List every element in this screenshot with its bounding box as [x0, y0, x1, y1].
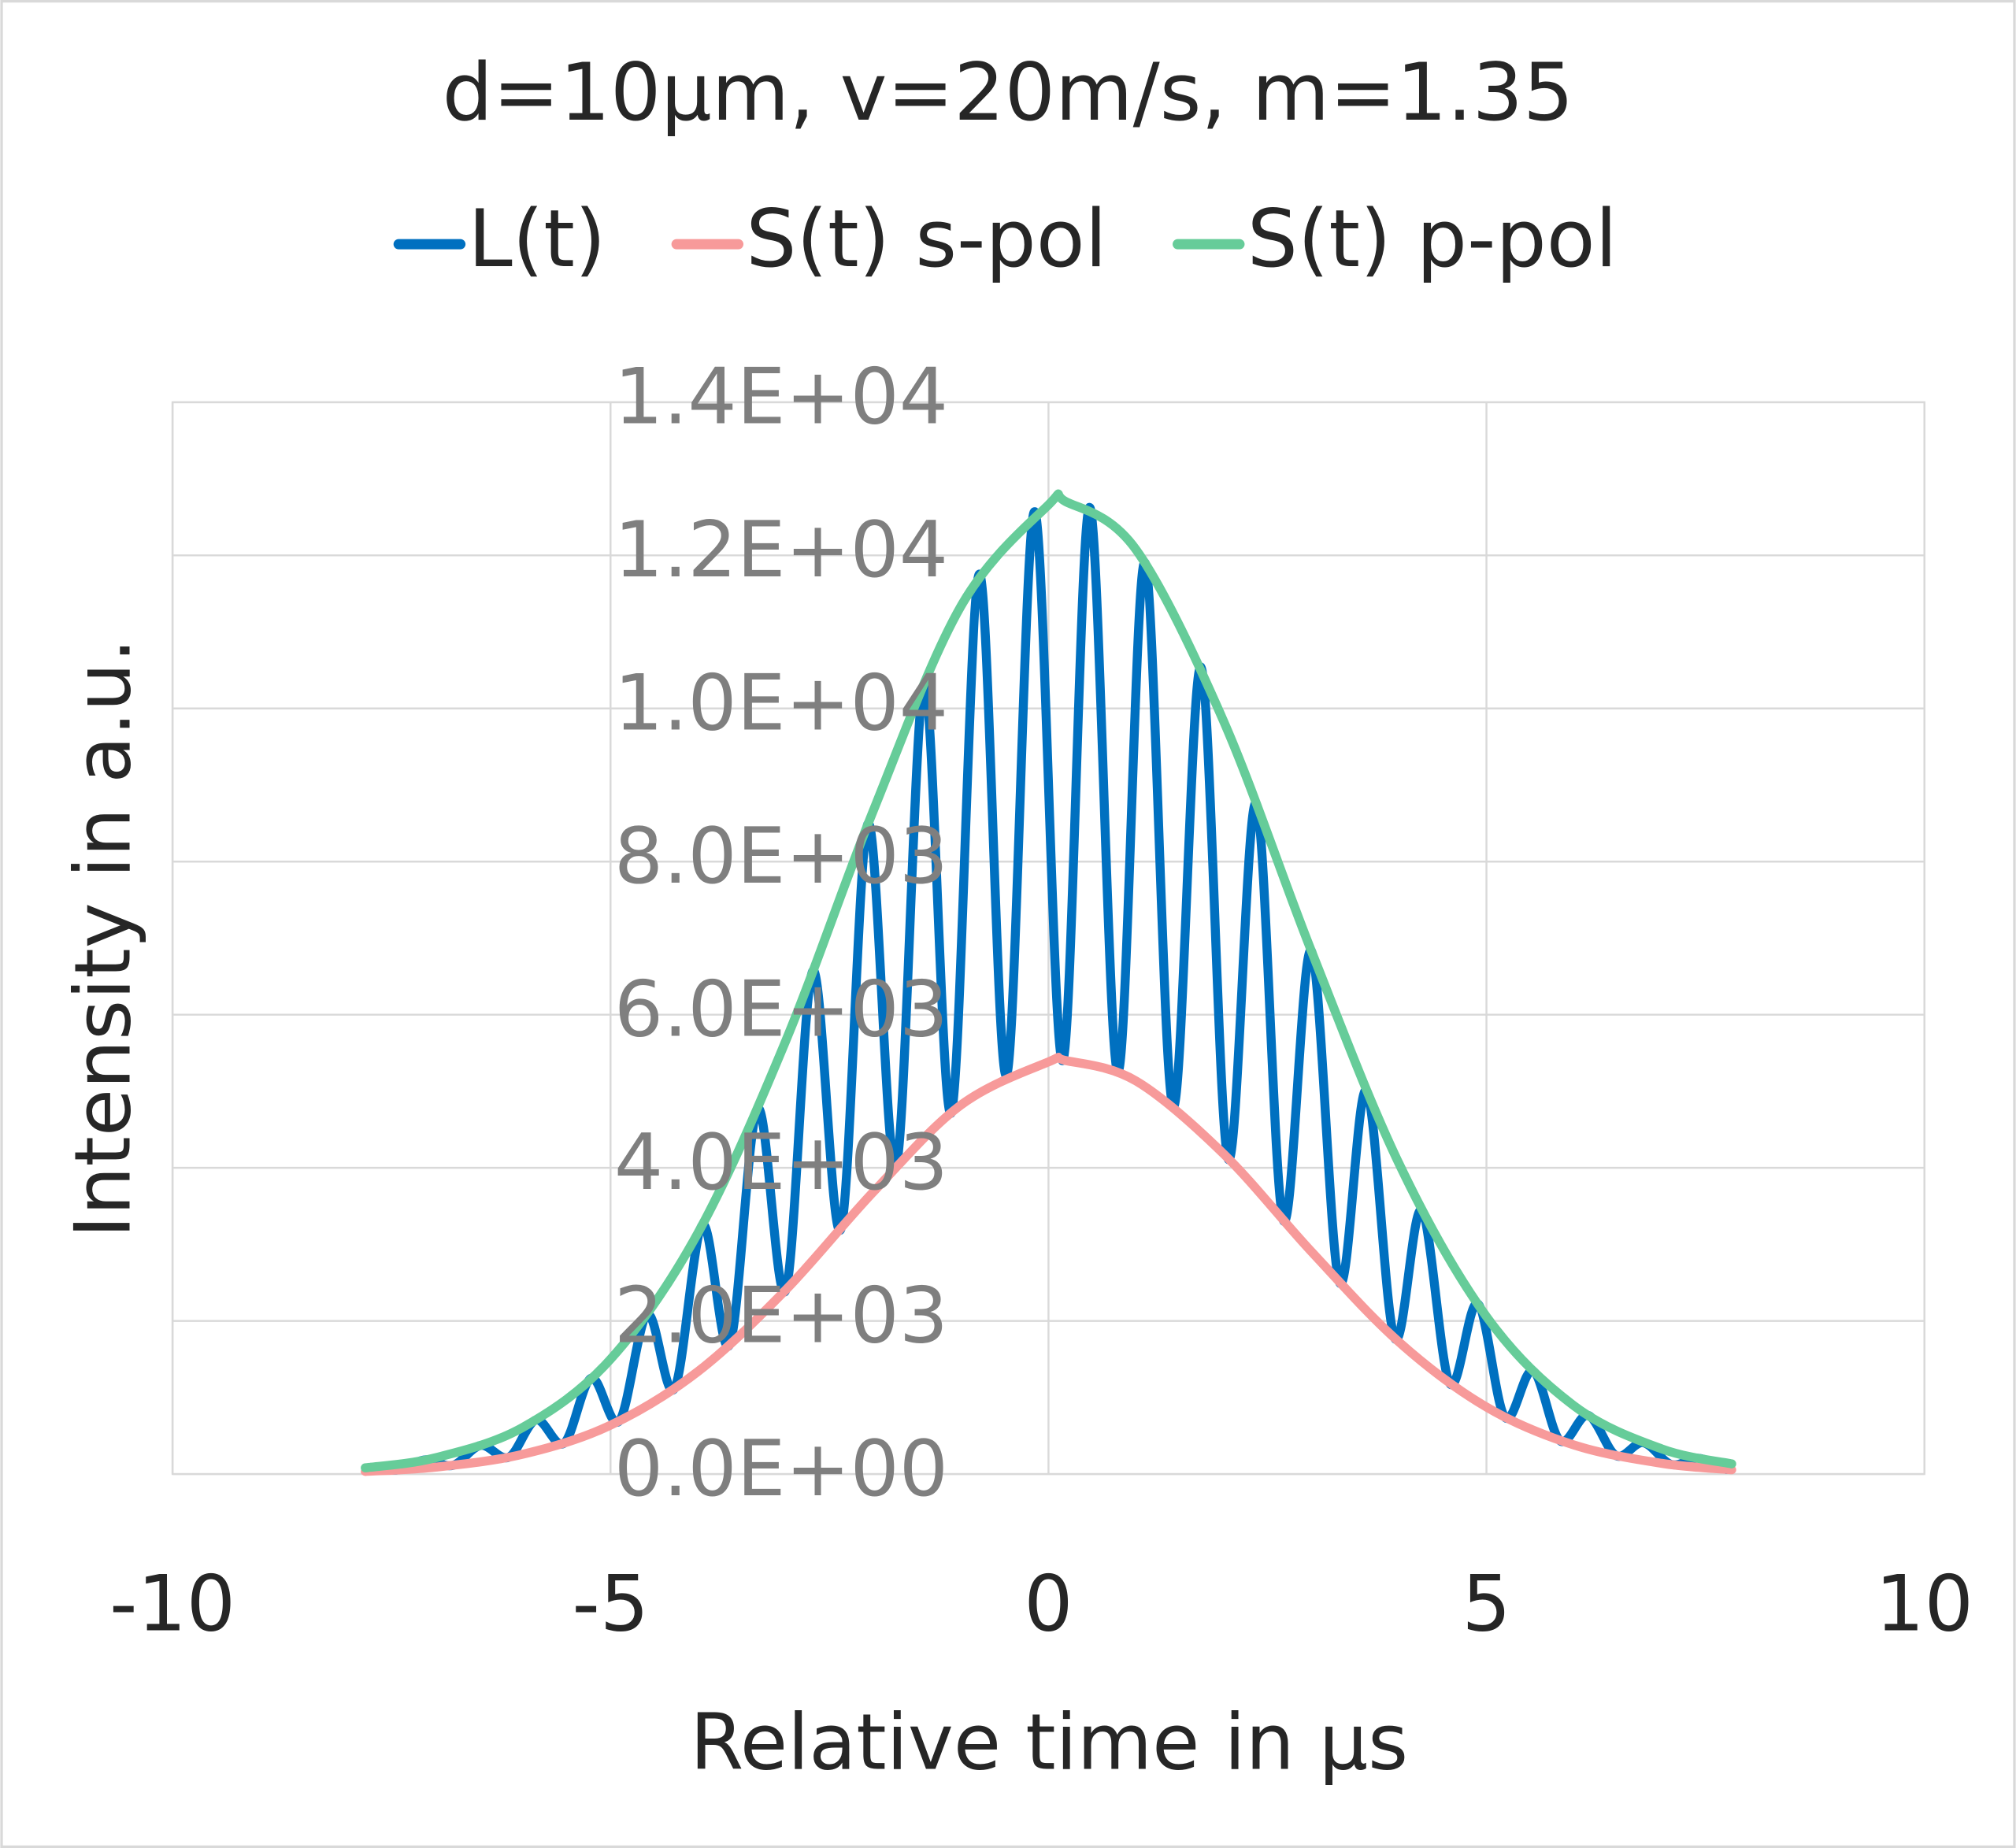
- legend-label: S(t) s-pol: [746, 192, 1107, 285]
- y-tick-label: 1.0E+04: [614, 659, 948, 749]
- x-tick-label: -5: [572, 1559, 649, 1649]
- y-axis-title: Intensity in a.u.: [58, 638, 148, 1238]
- y-tick-label: 8.0E+03: [614, 812, 948, 902]
- tick-labels: -10 -5 0 5 10 0.0E+00 2.0E+03 4.0E+03 6.0E+03 8.0…: [109, 353, 1973, 1650]
- x-tick-label: -10: [109, 1559, 235, 1649]
- series-line: [361, 489, 1736, 1472]
- x-tick-label: 5: [1462, 1559, 1510, 1649]
- y-tick-label: 2.0E+03: [614, 1271, 948, 1361]
- chart-title: d=10µm, v=20m/s, m=1.35: [443, 46, 1574, 139]
- y-tick-label: 0.0E+00: [614, 1424, 948, 1514]
- y-tick-label: 6.0E+03: [614, 965, 948, 1055]
- plot-area: [361, 489, 1736, 1476]
- legend-label: L(t): [468, 192, 606, 285]
- y-tick-label: 4.0E+03: [614, 1118, 948, 1208]
- y-tick-label: 1.4E+04: [614, 353, 948, 443]
- x-tick-label: 0: [1024, 1559, 1073, 1649]
- legend-label: S(t) p-pol: [1247, 192, 1618, 285]
- legend-item: S(t) s-pol: [671, 192, 1107, 285]
- grid: [171, 401, 1925, 1476]
- x-axis-title: Relative time in µs: [690, 1698, 1408, 1788]
- legend-item: S(t) p-pol: [1173, 192, 1618, 285]
- series-line: [361, 1053, 1736, 1476]
- y-tick-label: 1.2E+04: [614, 506, 948, 595]
- legend: L(t) S(t) s-pol S(t) p-pol: [393, 192, 1618, 285]
- legend-item: L(t): [393, 192, 606, 285]
- x-tick-label: 10: [1875, 1559, 1973, 1649]
